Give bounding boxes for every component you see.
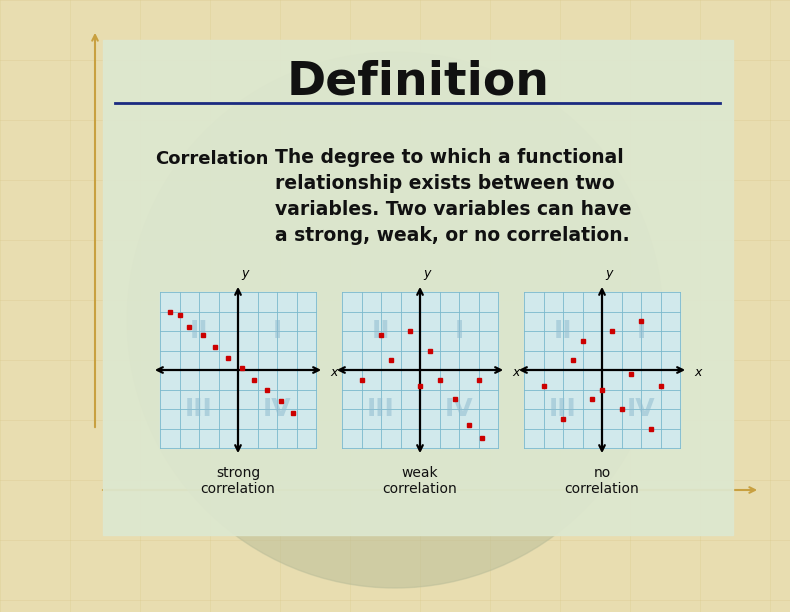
Text: y: y <box>605 267 612 280</box>
Text: I: I <box>637 319 645 343</box>
Text: correlation: correlation <box>565 482 639 496</box>
Text: III: III <box>367 397 395 421</box>
Bar <box>342 292 498 448</box>
Text: IV: IV <box>445 397 473 421</box>
Text: III: III <box>549 397 577 421</box>
Bar <box>160 292 316 448</box>
Text: IV: IV <box>263 397 292 421</box>
Text: IV: IV <box>626 397 656 421</box>
Text: I: I <box>454 319 464 343</box>
Circle shape <box>127 52 663 588</box>
Bar <box>524 292 680 448</box>
Text: variables. Two variables can have: variables. Two variables can have <box>275 200 632 219</box>
Text: correlation: correlation <box>382 482 457 496</box>
Text: Definition: Definition <box>287 59 550 105</box>
Text: x: x <box>330 365 337 378</box>
Text: a strong, weak, or no correlation.: a strong, weak, or no correlation. <box>275 226 630 245</box>
Text: II: II <box>372 319 390 343</box>
Text: II: II <box>190 319 209 343</box>
Text: strong: strong <box>216 466 260 480</box>
Text: III: III <box>185 397 213 421</box>
Text: relationship exists between two: relationship exists between two <box>275 174 615 193</box>
Bar <box>103 40 733 535</box>
Text: correlation: correlation <box>201 482 276 496</box>
Text: no: no <box>593 466 611 480</box>
Text: I: I <box>273 319 281 343</box>
Text: Correlation: Correlation <box>155 150 269 168</box>
Text: y: y <box>241 267 248 280</box>
Text: The degree to which a functional: The degree to which a functional <box>275 148 624 167</box>
Text: x: x <box>512 365 519 378</box>
Text: II: II <box>554 319 572 343</box>
Text: weak: weak <box>401 466 438 480</box>
Text: y: y <box>423 267 431 280</box>
Text: x: x <box>694 365 702 378</box>
